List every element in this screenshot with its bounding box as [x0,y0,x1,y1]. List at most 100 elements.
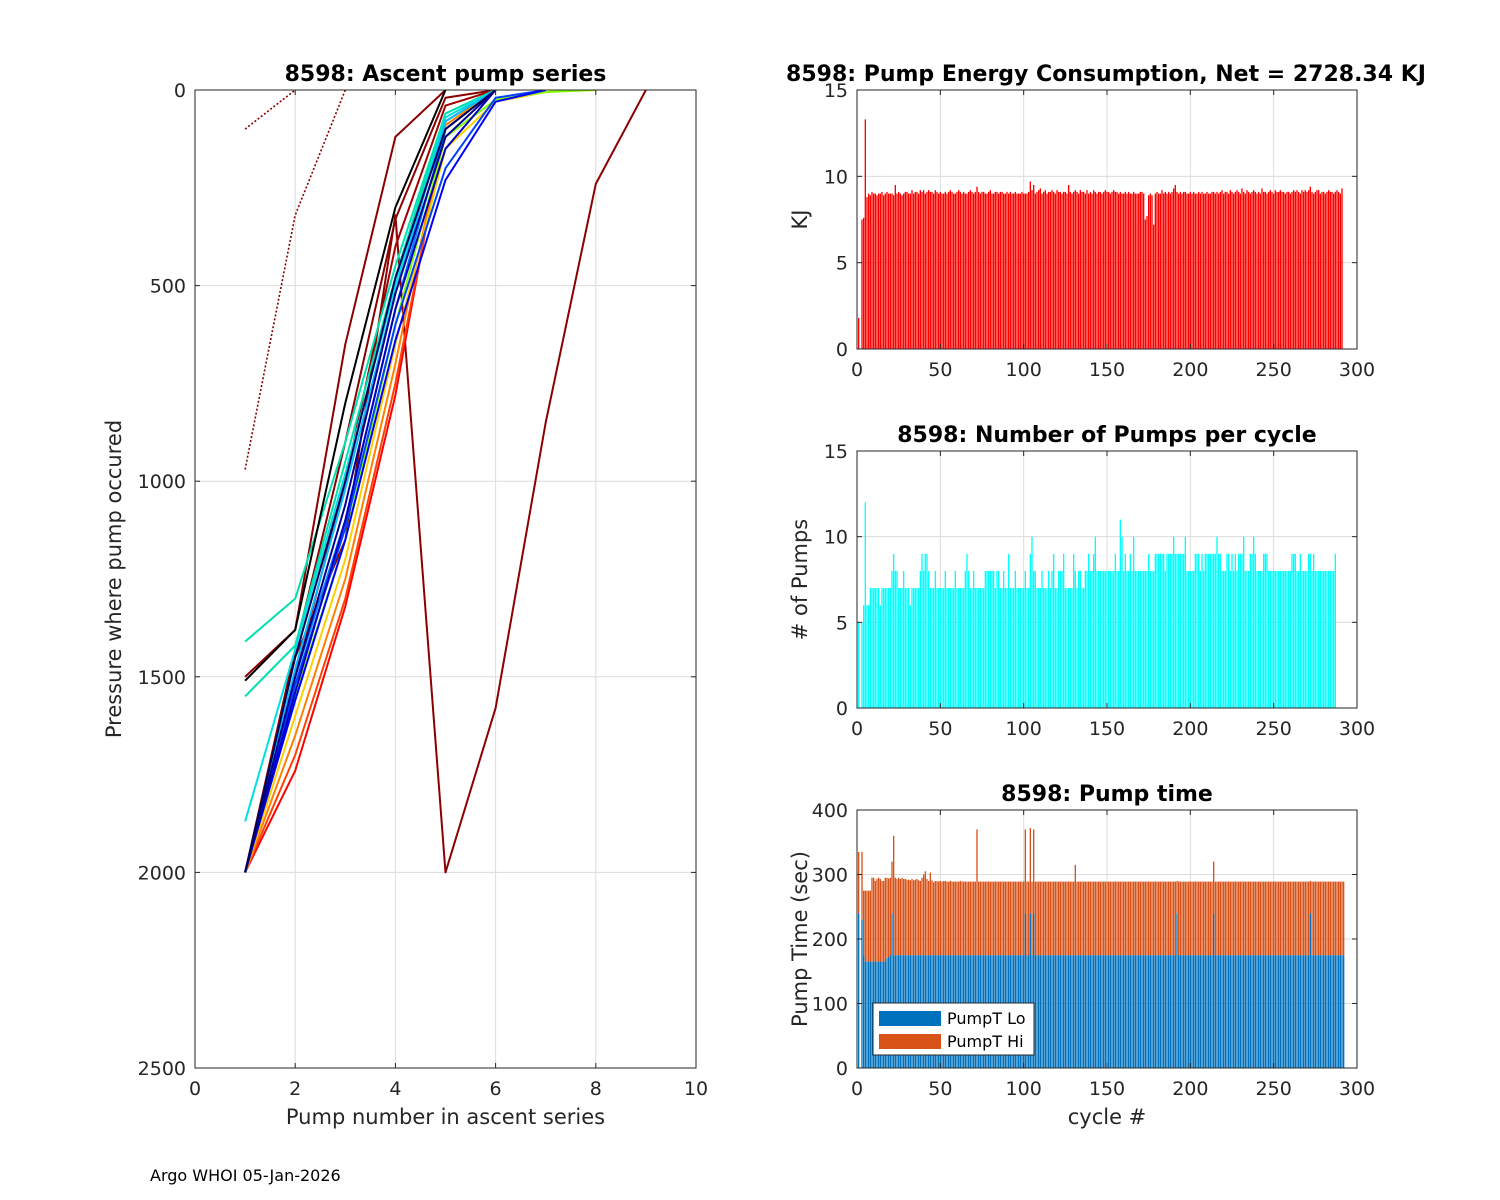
bar-hi [1178,881,1180,956]
bar-hi [1116,881,1118,956]
bar-lo [1088,955,1090,1068]
bar [1294,191,1296,349]
bar-lo [1069,955,1071,1068]
bar-hi [1208,881,1210,956]
bar-hi [1231,881,1233,956]
bar [929,588,931,708]
bar [949,588,951,708]
bar [1333,570,1335,708]
bar [996,570,998,708]
bar [1111,570,1113,708]
bar-hi [1033,829,1035,914]
y-tick-label: 0 [836,339,848,361]
bar-lo [1213,913,1215,1068]
bar-lo [1083,955,1085,1068]
bar-hi [986,881,988,956]
bar [1308,553,1310,708]
bar-hi [911,879,913,956]
bar [1241,188,1243,349]
bar [1278,191,1280,349]
bar-hi [1158,881,1160,956]
bar [1151,195,1153,349]
bar-hi [1084,881,1086,956]
bar-lo [1058,955,1060,1068]
bar-hi [996,881,998,956]
bar [884,193,886,349]
x-axis-label: Pump number in ascent series [286,1105,605,1129]
bar-lo [1163,955,1165,1068]
bar [1244,193,1246,349]
bar-lo [1144,955,1146,1068]
chart-title: 8598: Pump Energy Consumption, Net = 272… [786,62,1426,87]
bar-lo [1094,955,1096,1068]
bar [998,193,1000,349]
bar-lo [1239,955,1241,1068]
bar-lo [1099,955,1101,1068]
bar [1063,553,1065,708]
bar-hi [1004,881,1006,956]
bar [1079,190,1081,349]
bar [1228,553,1230,708]
bar-hi [1339,881,1341,956]
y-axis-label: Pump Time (sec) [788,851,812,1027]
y-tick-label: 0 [836,1058,848,1080]
bar [986,193,988,349]
bar-hi [939,880,941,956]
bar-hi [1306,881,1308,956]
bar-lo [1119,955,1121,1068]
bar [904,191,906,349]
bar-hi [1101,881,1103,956]
bar [969,588,971,708]
bar-lo [1339,955,1341,1068]
bar-lo [1218,955,1220,1068]
x-tick-label: 50 [928,1078,952,1100]
bar [913,588,915,708]
bar-lo [1243,955,1245,1068]
bar [1058,191,1060,349]
bar [1066,193,1068,349]
bar [1041,193,1043,349]
bar [1169,193,1171,349]
bar [1191,193,1193,349]
bar [934,190,936,349]
bar-lo [1334,955,1336,1068]
bar-lo [1343,955,1345,1068]
bar-hi [1036,881,1038,956]
bar [994,191,996,349]
bar [1058,570,1060,708]
bar-hi [1028,881,1030,956]
bar-hi [1048,881,1050,956]
bar [1203,193,1205,349]
bar [888,193,890,349]
bar-lo [1113,955,1115,1068]
bar-hi [1196,881,1198,956]
series-line [244,90,497,873]
bar [1331,191,1333,349]
bar-lo [1196,955,1198,1068]
bar [1248,191,1250,349]
bar [1216,536,1218,708]
bar [1184,536,1186,708]
bar-lo [1153,955,1155,1068]
bar-hi [906,879,908,956]
bar [911,588,913,708]
bar-lo [1159,955,1161,1068]
bar [1029,181,1031,349]
bar [1153,224,1155,349]
bar [899,193,901,349]
bar [876,195,878,349]
bar-lo [1224,955,1226,1068]
bar-lo [1214,955,1216,1068]
bar [1139,570,1141,708]
bar [878,588,880,708]
bar-hi [1211,881,1213,956]
bar-hi [1174,881,1176,956]
bar [968,191,970,349]
bar [1259,193,1261,349]
bar [1031,190,1033,349]
bar [863,217,865,349]
bar-hi [999,881,1001,956]
bar-hi [1203,881,1205,956]
x-axis-label: cycle # [1068,1105,1147,1129]
bar-hi [919,880,921,956]
